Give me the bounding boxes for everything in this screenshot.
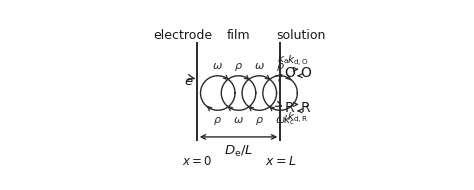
Text: O: O [301, 66, 311, 80]
Text: ρ: ρ [256, 115, 263, 125]
Text: solution: solution [276, 29, 325, 43]
Text: electrode: electrode [154, 29, 212, 43]
Text: O: O [284, 66, 295, 80]
Text: $x = 0$: $x = 0$ [182, 155, 212, 168]
Text: $k_{\rm a}$: $k_{\rm a}$ [277, 52, 289, 66]
Text: $k_{\rm d,R}$: $k_{\rm d,R}$ [287, 111, 309, 126]
Text: ρ: ρ [276, 61, 283, 71]
Text: R: R [301, 101, 310, 115]
Text: $x = L$: $x = L$ [264, 155, 296, 168]
Text: film: film [227, 29, 250, 43]
Text: ρ: ρ [235, 61, 242, 71]
Text: $D_{\rm e}/L$: $D_{\rm e}/L$ [224, 144, 253, 159]
Text: ρ: ρ [214, 115, 221, 125]
Text: e: e [185, 75, 193, 88]
Text: ω: ω [255, 61, 264, 71]
Text: R: R [285, 101, 294, 115]
Text: $k_{\rm c}$: $k_{\rm c}$ [283, 113, 294, 127]
Text: $k_{\rm d,O}$: $k_{\rm d,O}$ [287, 54, 309, 69]
Text: ω: ω [234, 115, 243, 125]
Text: ω: ω [213, 61, 222, 71]
Text: ω: ω [275, 115, 285, 125]
